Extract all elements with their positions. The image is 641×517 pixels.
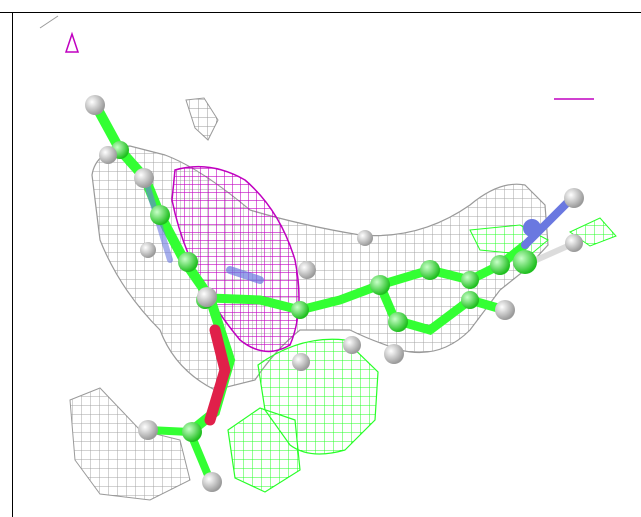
- magenta-fragment: [64, 31, 80, 53]
- left-border: [12, 12, 13, 517]
- top-border: [0, 12, 641, 13]
- 3d-viewport[interactable]: [13, 13, 641, 517]
- grey-mesh-fragment: [185, 97, 219, 141]
- oxygen-bond: [204, 324, 231, 426]
- molecule-scene[interactable]: [13, 13, 641, 517]
- nitrogen-atoms: [523, 219, 541, 237]
- hydrogen-atoms: [85, 95, 584, 492]
